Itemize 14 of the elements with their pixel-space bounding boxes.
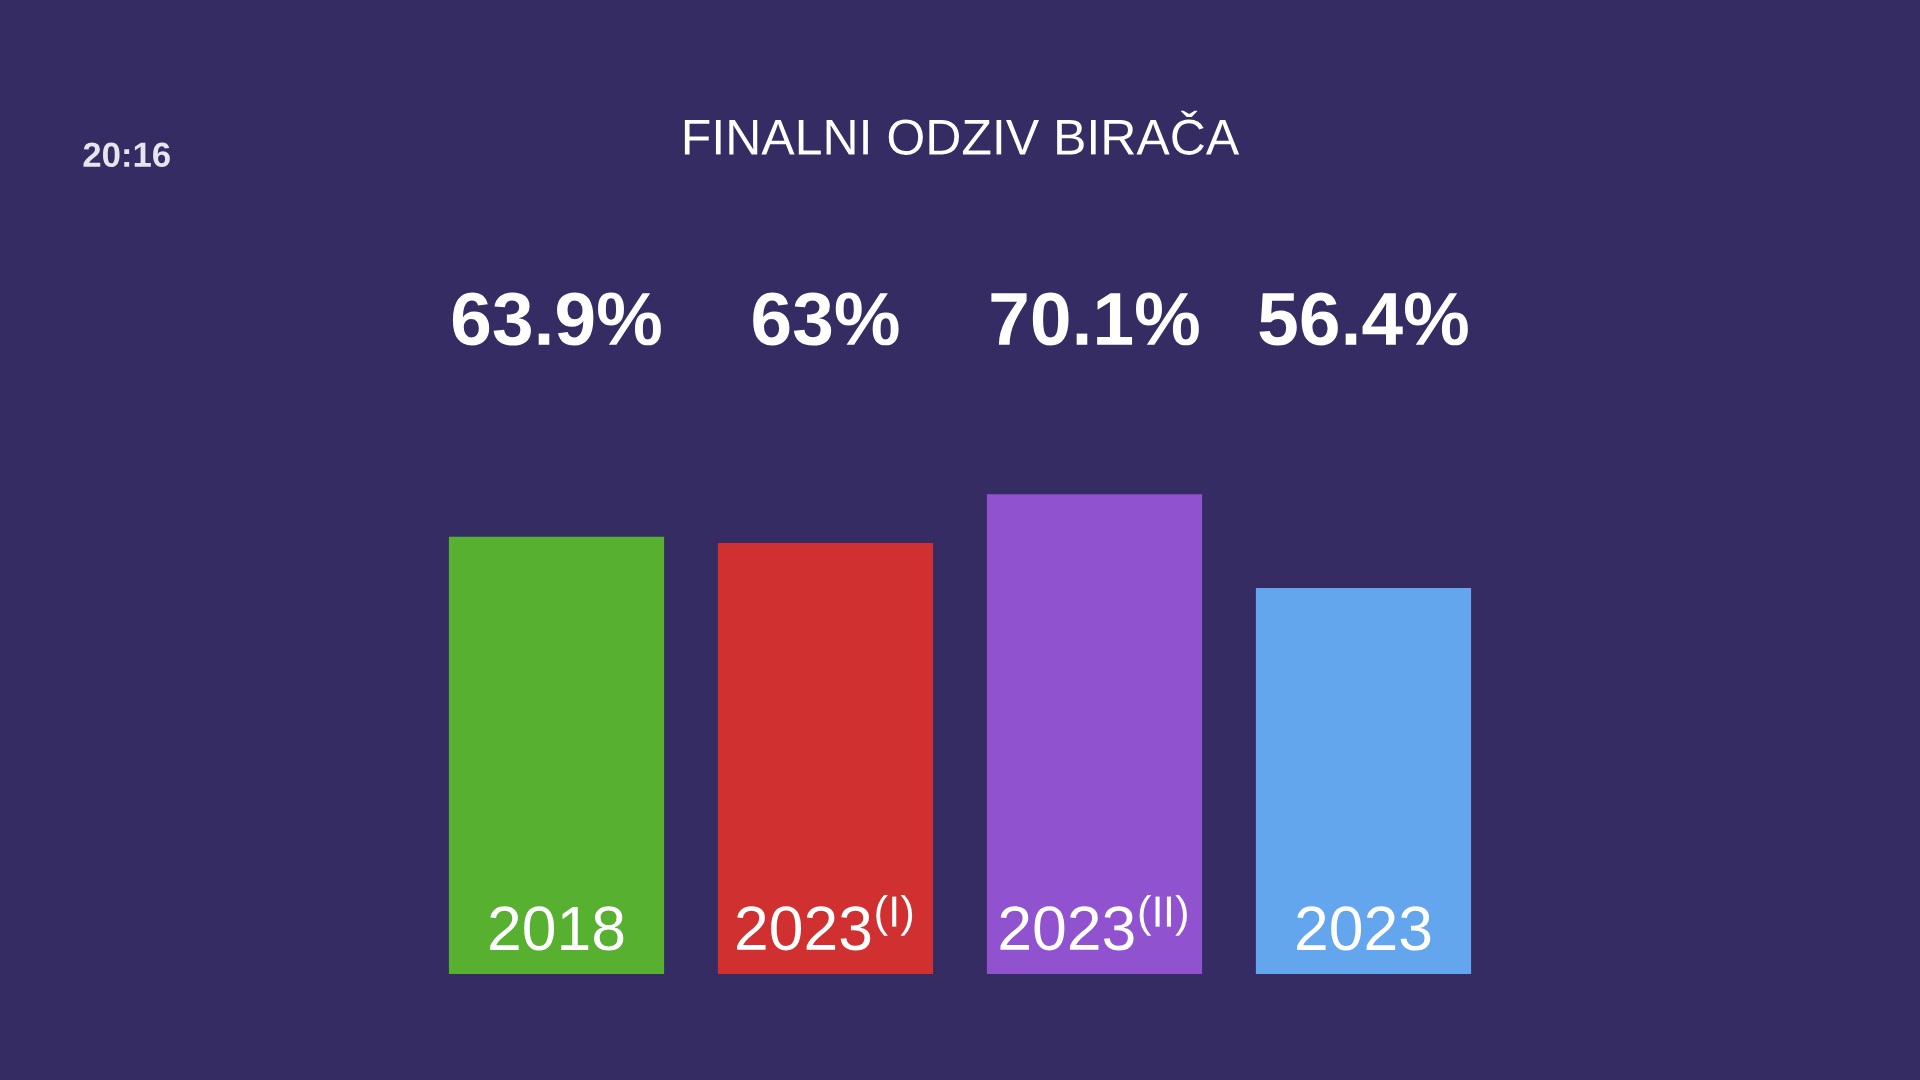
bar — [717, 542, 934, 975]
data-label: 56.4% — [1259, 292, 1468, 346]
data-label: 63% — [753, 292, 899, 346]
bar — [448, 536, 665, 975]
data-label: 63.9% — [452, 292, 661, 346]
bar — [986, 494, 1203, 975]
bar — [1255, 588, 1472, 975]
data-label: 70.1% — [991, 292, 1199, 346]
x-tick-label: 2023$^{(I)}$ — [737, 894, 913, 951]
x-tick-label: 2023 — [1297, 906, 1431, 951]
text: 20:16 — [83, 142, 170, 167]
x-tick-label: 2018 — [490, 906, 624, 951]
x-tick-label: 2023$^{(II)}$ — [1000, 894, 1187, 951]
chart-title: FINALNI ODZIV BIRAČA — [684, 110, 1240, 155]
